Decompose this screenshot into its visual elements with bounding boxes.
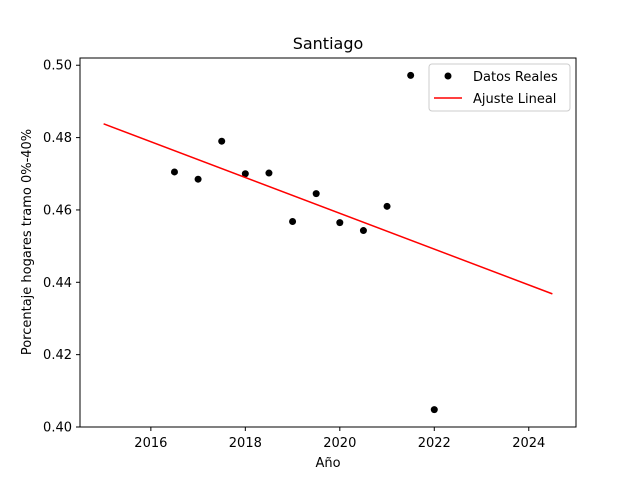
data-point xyxy=(265,169,273,177)
data-point xyxy=(194,175,202,183)
fit-line xyxy=(103,123,553,295)
legend-marker-datos-reales xyxy=(444,72,452,80)
y-tick-label: 0.44 xyxy=(43,276,72,291)
x-axis-label: Año xyxy=(315,456,340,471)
y-tick-label: 0.46 xyxy=(43,203,72,218)
data-point xyxy=(218,137,226,145)
plot-content xyxy=(103,71,553,414)
y-axis-label: Porcentaje hogares tramo 0%-40% xyxy=(20,129,35,355)
x-axis-ticks: 2016 2018 2020 2022 2024 xyxy=(134,427,545,451)
data-point xyxy=(289,218,297,226)
x-tick-label: 2020 xyxy=(323,436,356,451)
data-point xyxy=(430,406,438,414)
x-tick-label: 2024 xyxy=(512,436,545,451)
data-point xyxy=(312,190,320,198)
y-tick-label: 0.48 xyxy=(43,131,72,146)
y-axis-ticks: 0.40 0.42 0.44 0.46 0.48 0.50 xyxy=(43,59,80,436)
legend-label-ajuste-lineal: Ajuste Lineal xyxy=(473,92,556,107)
data-point xyxy=(336,219,344,227)
legend-frame xyxy=(428,63,571,112)
x-tick-label: 2016 xyxy=(134,436,167,451)
chart-title: Santiago xyxy=(293,34,364,53)
data-point xyxy=(170,168,178,176)
x-tick-label: 2022 xyxy=(418,436,451,451)
data-point xyxy=(241,170,249,178)
y-tick-label: 0.40 xyxy=(43,421,72,436)
legend: Datos Reales Ajuste Lineal xyxy=(428,63,571,112)
y-tick-label: 0.50 xyxy=(43,59,72,74)
data-point xyxy=(359,227,367,235)
plot-frame xyxy=(79,57,577,428)
legend-label-datos-reales: Datos Reales xyxy=(473,70,558,85)
x-tick-label: 2018 xyxy=(229,436,262,451)
data-point xyxy=(383,202,391,210)
y-tick-label: 0.42 xyxy=(43,348,72,363)
data-point xyxy=(407,71,415,79)
